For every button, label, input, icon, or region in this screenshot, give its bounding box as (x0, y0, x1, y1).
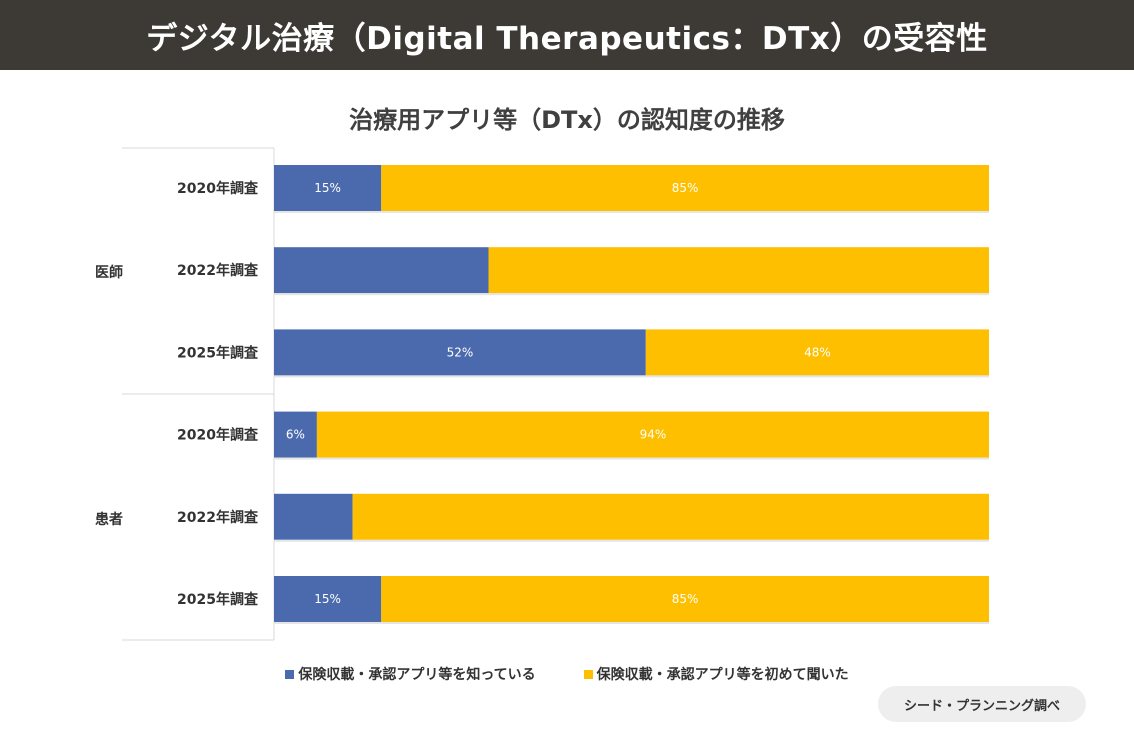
category-tick-label: 2020年調査 (177, 180, 259, 197)
legend-swatch-known (285, 669, 295, 679)
source-badge: シード・プランニング調べ (878, 686, 1086, 722)
bar-segment (316, 411, 989, 458)
bar-segment (352, 493, 989, 540)
chart-title: 治療用アプリ等（DTx）の認知度の推移 (349, 106, 785, 134)
legend-item-known: 保険収載・承認アプリ等を知っている (285, 664, 536, 684)
group-label: 患者 (95, 511, 123, 528)
legend-swatch-first-time (583, 669, 593, 679)
data-label: 52% (447, 345, 474, 359)
data-label: 15% (314, 181, 341, 195)
data-label: 85% (672, 592, 699, 606)
data-label: 85% (672, 181, 699, 195)
bar-segment (274, 165, 382, 211)
category-tick-label: 2025年調査 (177, 344, 259, 361)
bar-shadow (274, 293, 989, 296)
legend-label-known: 保険収載・承認アプリ等を知っている (298, 667, 536, 683)
stacked-bar-chart: 医師 2020年調査 15% 85% 2022年調査 2025年調査 52% 48% 患者 202… (95, 147, 989, 641)
bar-segment (381, 576, 989, 622)
chart-legend: 保険収載・承認アプリ等を知っている 保険収載・承認アプリ等を初めて聞いた (0, 664, 1134, 684)
bar-segment (645, 329, 989, 376)
data-label: 6% (286, 428, 305, 442)
bar-segment (274, 493, 353, 540)
bar-segment (274, 576, 382, 622)
bar-segment (381, 165, 989, 211)
bar-shadow (274, 457, 989, 460)
data-label: 48% (804, 345, 831, 359)
page-title: デジタル治療（Digital Therapeutics：DTx）の受容性 (146, 20, 988, 57)
bar-segment (274, 411, 317, 458)
bar-segment (274, 247, 489, 294)
data-label: 15% (314, 592, 341, 606)
category-tick-label: 2025年調査 (177, 591, 259, 608)
bar-segment (274, 329, 646, 376)
category-tick-label: 2020年調査 (177, 427, 259, 444)
group-label: 医師 (95, 264, 123, 281)
data-label: 94% (640, 428, 667, 442)
bar-shadow (274, 622, 989, 624)
page-header: デジタル治療（Digital Therapeutics：DTx）の受容性 (0, 0, 1134, 70)
category-tick-label: 2022年調査 (177, 262, 259, 279)
bar-segment (488, 247, 989, 294)
bar-shadow (274, 539, 989, 542)
legend-item-first-time: 保険収載・承認アプリ等を初めて聞いた (583, 664, 849, 684)
legend-label-first-time: 保険収載・承認アプリ等を初めて聞いた (596, 667, 849, 683)
bar-shadow (274, 211, 989, 213)
bar-shadow (274, 375, 989, 378)
category-tick-label: 2022年調査 (177, 509, 259, 526)
